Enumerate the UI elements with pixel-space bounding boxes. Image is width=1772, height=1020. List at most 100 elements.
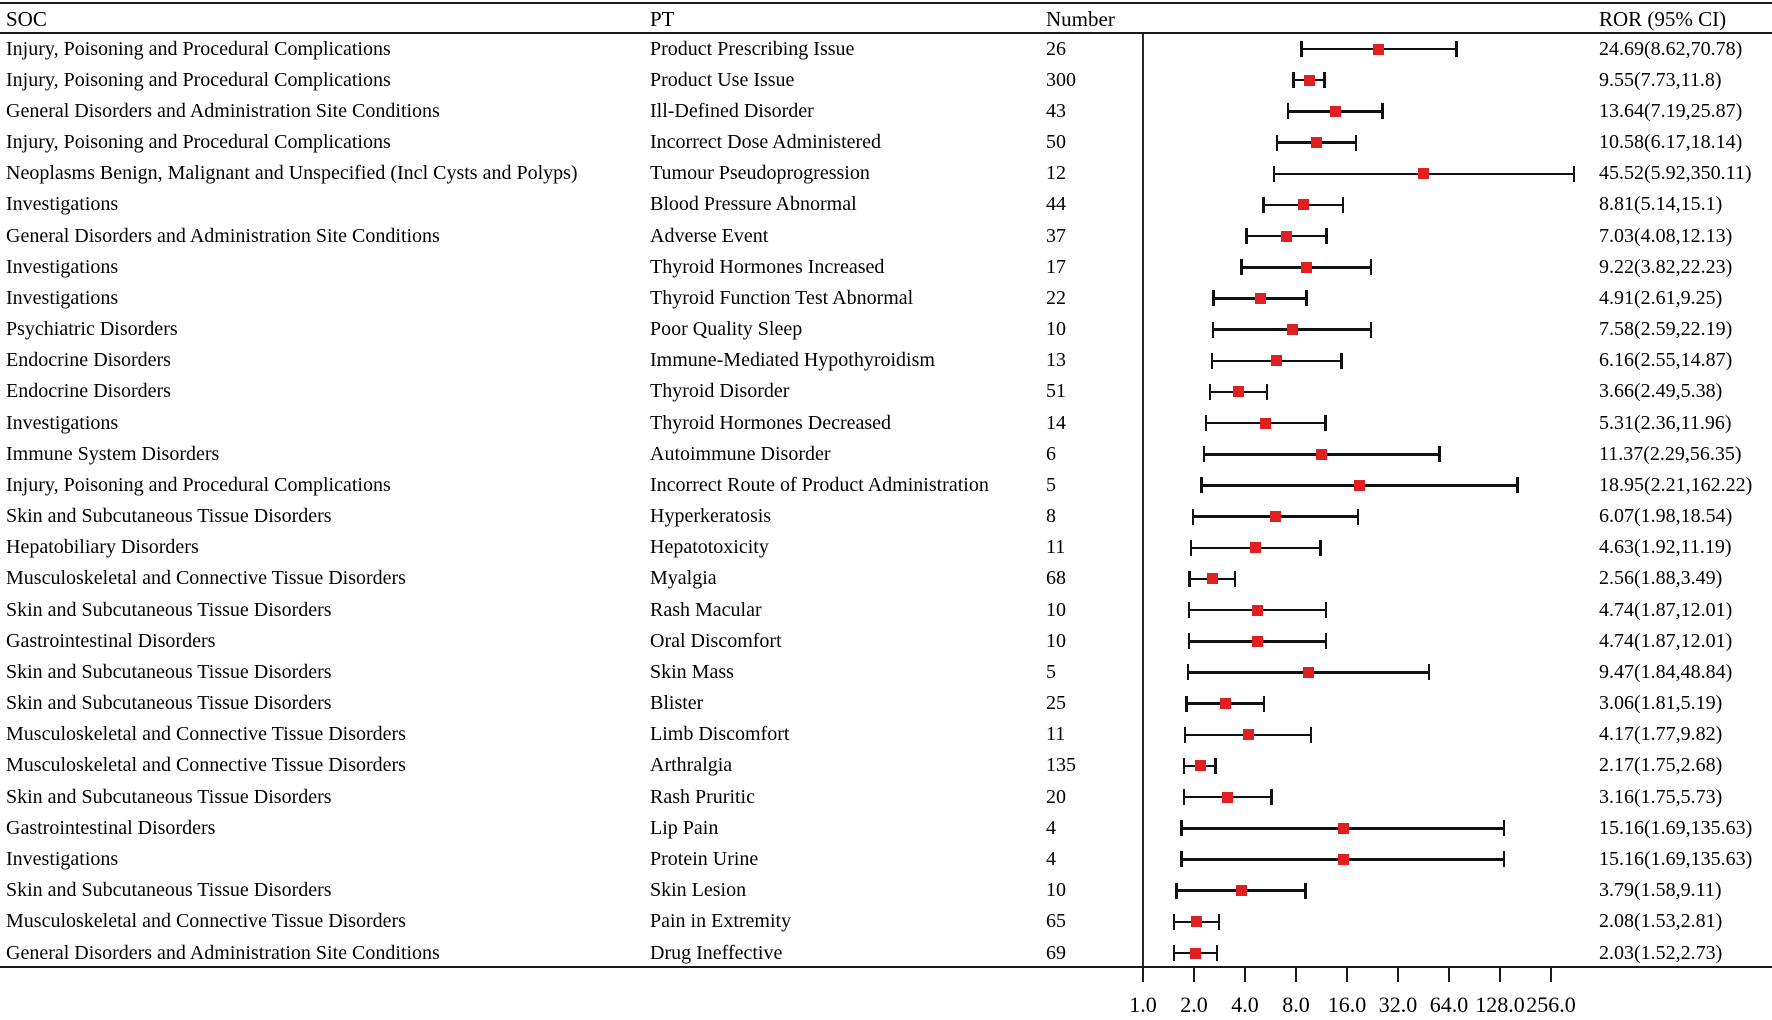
- number-cell: 10: [1046, 318, 1066, 341]
- number-cell: 4: [1046, 816, 1056, 839]
- ci-cap-left: [1182, 789, 1186, 806]
- pt-cell: Tumour Pseudoprogression: [650, 162, 870, 185]
- pt-cell: Hepatotoxicity: [650, 536, 769, 559]
- soc-cell: Skin and Subcutaneous Tissue Disorders: [6, 660, 332, 683]
- ci-cap-right: [1341, 196, 1344, 213]
- ror-ci-cell: 9.22(3.82,22.23): [1599, 255, 1733, 278]
- x-axis-tick-label: 64.0: [1429, 992, 1469, 1017]
- ror-point-marker: [1232, 386, 1244, 398]
- soc-cell: General Disorders and Administration Sit…: [6, 224, 440, 247]
- ror-ci-cell: 4.74(1.87,12.01): [1599, 629, 1733, 652]
- x-axis-tick-label: 16.0: [1327, 992, 1367, 1017]
- x-axis-tick-label: 1.0: [1129, 992, 1157, 1017]
- pt-cell: Thyroid Hormones Decreased: [650, 411, 892, 434]
- number-cell: 11: [1046, 536, 1066, 559]
- table-row: Endocrine Disorders Thyroid Disorder 51 3.6…: [0, 376, 1772, 407]
- ci-cap-left: [1286, 103, 1290, 120]
- ci-cap-left: [1202, 446, 1206, 463]
- pt-cell: Poor Quality Sleep: [650, 318, 803, 341]
- ci-cap-right: [1270, 789, 1273, 806]
- ci-cap-right: [1355, 134, 1358, 151]
- ror-ci-cell: 2.03(1.52,2.73): [1599, 941, 1723, 964]
- soc-cell: Investigations: [6, 411, 119, 434]
- ci-cap-left: [1300, 41, 1303, 58]
- soc-cell: Investigations: [6, 193, 119, 216]
- ci-cap-left: [1175, 882, 1178, 899]
- soc-cell: Skin and Subcutaneous Tissue Disorders: [6, 505, 332, 528]
- pt-cell: Product Use Issue: [650, 68, 795, 91]
- soc-cell: Gastrointestinal Disorders: [6, 629, 216, 652]
- number-cell: 37: [1046, 224, 1066, 247]
- pt-cell: Product Prescribing Issue: [650, 37, 855, 60]
- ci-cap-right: [1381, 103, 1384, 120]
- pt-cell: Incorrect Dose Administered: [650, 131, 882, 154]
- ci-cap-right: [1319, 539, 1322, 556]
- ci-cap-left: [1172, 945, 1175, 961]
- number-cell: 4: [1046, 847, 1056, 870]
- ci-cap-right: [1262, 695, 1266, 712]
- table-row: Injury, Poisoning and Procedural Complic…: [0, 65, 1772, 96]
- number-cell: 300: [1046, 68, 1076, 91]
- pt-cell: Rash Pruritic: [650, 785, 755, 808]
- table-row: Neoplasms Benign, Malignant and Unspecif…: [0, 158, 1772, 189]
- number-cell: 17: [1046, 255, 1066, 278]
- table-row: General Disorders and Administration Sit…: [0, 937, 1772, 968]
- ci-cap-right: [1265, 383, 1268, 400]
- ci-cap-right: [1438, 446, 1441, 463]
- ci-cap-left: [1188, 570, 1191, 587]
- ci-cap-left: [1180, 820, 1183, 837]
- x-axis-tick: [1549, 968, 1553, 982]
- pt-cell: Autoimmune Disorder: [650, 442, 831, 465]
- x-axis-tick: [1243, 968, 1247, 982]
- pt-cell: Thyroid Disorder: [650, 380, 790, 403]
- pt-cell: Thyroid Function Test Abnormal: [650, 286, 914, 309]
- ror-point-marker: [1300, 261, 1312, 273]
- ror-ci-cell: 3.06(1.81,5.19): [1599, 692, 1723, 715]
- table-row: Skin and Subcutaneous Tissue Disorders Sk…: [0, 657, 1772, 688]
- table-row: Investigations Thyroid Function Test Abno…: [0, 283, 1772, 314]
- table-row: Injury, Poisoning and Procedural Complic…: [0, 127, 1772, 158]
- ci-cap-right: [1340, 352, 1343, 369]
- soc-cell: Musculoskeletal and Connective Tissue Di…: [6, 723, 406, 746]
- ror-point-marker: [1191, 916, 1203, 928]
- number-cell: 65: [1046, 910, 1066, 933]
- ci-cap-right: [1369, 321, 1373, 338]
- pt-cell: Ill-Defined Disorder: [650, 99, 814, 122]
- ror-point-marker: [1270, 511, 1282, 523]
- ci-cap-right: [1215, 945, 1219, 961]
- number-cell: 10: [1046, 598, 1066, 621]
- x-axis-tick-label: 32.0: [1378, 992, 1418, 1017]
- ci-cap-left: [1173, 913, 1176, 930]
- ror-point-marker: [1251, 635, 1263, 647]
- reference-line-ror-1: [1141, 33, 1145, 969]
- ror-ci-cell: 6.16(2.55,14.87): [1599, 349, 1733, 372]
- table-row: Investigations Blood Pressure Abnormal 44 8…: [0, 189, 1772, 220]
- ror-ci-cell: 10.58(6.17,18.14): [1599, 131, 1743, 154]
- ci-cap-left: [1245, 228, 1248, 245]
- ror-ci-cell: 7.03(4.08,12.13): [1599, 224, 1733, 247]
- ror-ci-cell: 9.47(1.84,48.84): [1599, 660, 1733, 683]
- table-row: Injury, Poisoning and Procedural Complic…: [0, 470, 1772, 501]
- number-cell: 11: [1046, 723, 1066, 746]
- table-row: Psychiatric Disorders Poor Quality Sleep 1…: [0, 314, 1772, 345]
- pt-cell: Pain in Extremity: [650, 910, 792, 933]
- ci-cap-left: [1189, 539, 1193, 556]
- x-axis-tick-label: 256.0: [1526, 992, 1576, 1017]
- x-axis-tick-label: 2.0: [1180, 992, 1208, 1017]
- number-cell: 26: [1046, 37, 1066, 60]
- soc-cell: Injury, Poisoning and Procedural Complic…: [6, 473, 391, 496]
- ror-point-marker: [1254, 292, 1266, 304]
- soc-cell: Psychiatric Disorders: [6, 318, 178, 341]
- table-row: Investigations Thyroid Hormones Decreased…: [0, 408, 1772, 439]
- number-cell: 51: [1046, 380, 1066, 403]
- ror-point-marker: [1242, 729, 1254, 741]
- soc-cell: Investigations: [6, 286, 119, 309]
- number-cell: 44: [1046, 193, 1066, 216]
- ror-ci-cell: 13.64(7.19,25.87): [1599, 99, 1743, 122]
- ror-ci-cell: 4.91(2.61,9.25): [1599, 286, 1723, 309]
- ci-cap-right: [1309, 726, 1313, 743]
- soc-cell: General Disorders and Administration Sit…: [6, 941, 440, 964]
- ror-ci-cell: 3.16(1.75,5.73): [1599, 785, 1723, 808]
- table-row: Gastrointestinal Disorders Oral Discomfor…: [0, 626, 1772, 657]
- number-cell: 13: [1046, 349, 1066, 372]
